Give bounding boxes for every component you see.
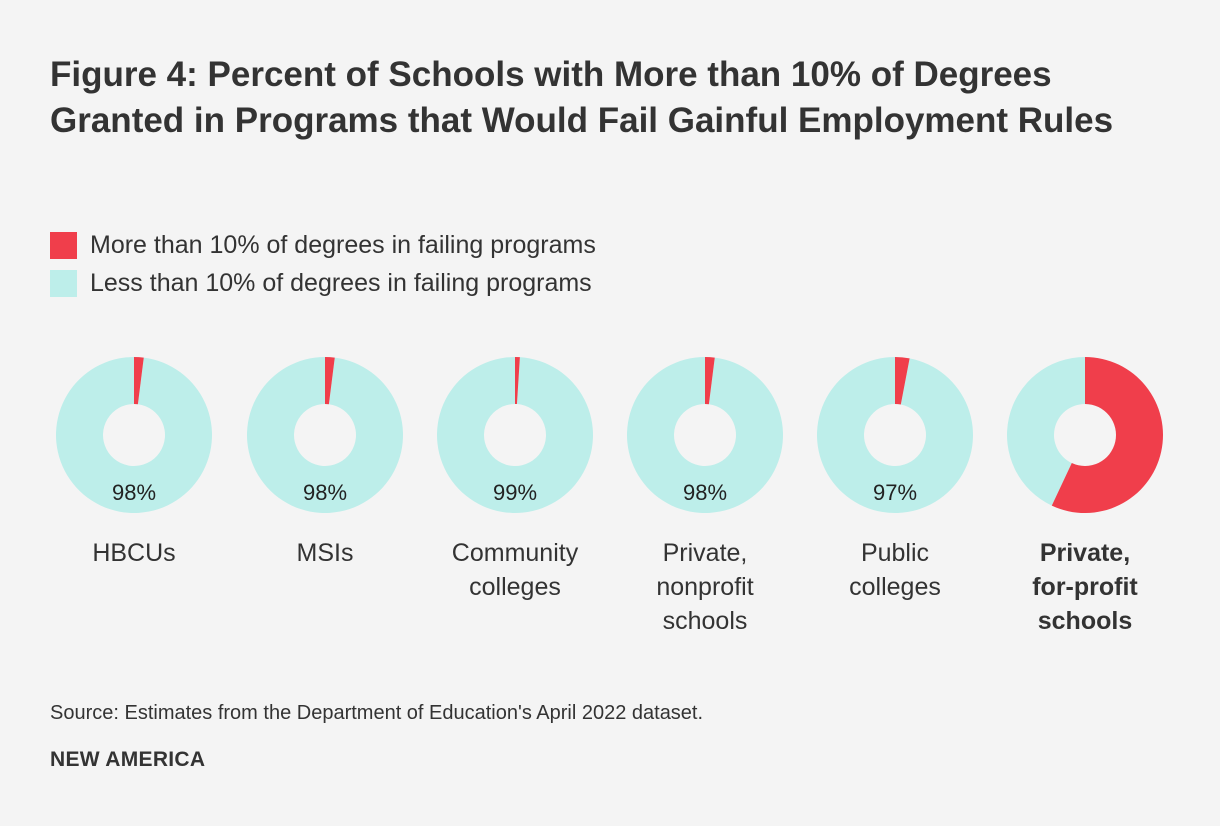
- data-label-hbcus: 98%: [112, 480, 156, 505]
- donut-charts: 98% HBCUs 98% MSIs 99% Community colleges 98% Pr…: [0, 350, 1220, 650]
- donut-private-nonprofit-schools: 98%: [610, 356, 800, 514]
- slice-less-hbcus: [56, 357, 213, 513]
- data-label-public-colleges: 97%: [873, 480, 917, 505]
- donut-svg-public-colleges: 97%: [817, 357, 973, 513]
- slice-less-public-colleges: [817, 357, 973, 513]
- slice-more-private-for-profit-schools: [1051, 357, 1163, 513]
- slice-less-private-nonprofit-schools: [627, 357, 783, 513]
- slice-more-private-nonprofit-schools: [705, 357, 715, 405]
- legend-label-more: More than 10% of degrees in failing prog…: [90, 230, 596, 259]
- legend-label-less: Less than 10% of degrees in failing prog…: [90, 268, 592, 297]
- donut-svg-private-nonprofit-schools: 98%: [627, 357, 783, 513]
- category-label-public-colleges: Public colleges: [849, 539, 941, 601]
- source-note: Source: Estimates from the Department of…: [50, 702, 704, 724]
- legend-swatch-less: [50, 269, 77, 297]
- legend-item-more: More than 10% of degrees in failing prog…: [50, 226, 596, 264]
- donut-community-colleges: 99%: [420, 356, 610, 514]
- slice-less-community-colleges: [436, 357, 593, 513]
- data-label-private-nonprofit-schools: 98%: [683, 480, 727, 505]
- donut-private-for-profit-schools: [990, 356, 1180, 514]
- legend-swatch-more: [50, 231, 77, 259]
- data-label-community-colleges: 99%: [493, 480, 537, 505]
- legend-item-less: Less than 10% of degrees in failing prog…: [50, 264, 596, 302]
- category-label-private-nonprofit-schools: Private, nonprofit schools: [656, 539, 754, 635]
- category-label-msis: MSIs: [296, 539, 354, 567]
- brand-logo-text: NEW AMERICA: [50, 748, 206, 771]
- category-label-private-for-profit-schools: Private, for-profit schools: [1032, 539, 1138, 635]
- donut-msis: 98%: [230, 356, 420, 514]
- slice-less-private-for-profit-schools: [1007, 357, 1085, 506]
- slice-more-community-colleges: [515, 357, 520, 405]
- slice-less-msis: [247, 357, 403, 513]
- donut-svg-hbcus: 98%: [56, 357, 213, 513]
- legend: More than 10% of degrees in failing prog…: [50, 226, 596, 302]
- donut-public-colleges: 97%: [800, 356, 990, 514]
- slice-more-public-colleges: [895, 357, 910, 405]
- slice-more-hbcus: [134, 357, 144, 405]
- donut-svg-private-for-profit-schools: [1007, 357, 1163, 513]
- donut-svg-community-colleges: 99%: [436, 357, 593, 513]
- category-label-community-colleges: Community colleges: [451, 539, 579, 601]
- donut-svg-msis: 98%: [247, 357, 403, 513]
- slice-more-msis: [325, 357, 335, 405]
- data-label-msis: 98%: [303, 480, 347, 505]
- chart-title: Figure 4: Percent of Schools with More t…: [50, 55, 1114, 140]
- donut-hbcus: 98%: [39, 356, 229, 514]
- category-label-hbcus: HBCUs: [92, 539, 176, 567]
